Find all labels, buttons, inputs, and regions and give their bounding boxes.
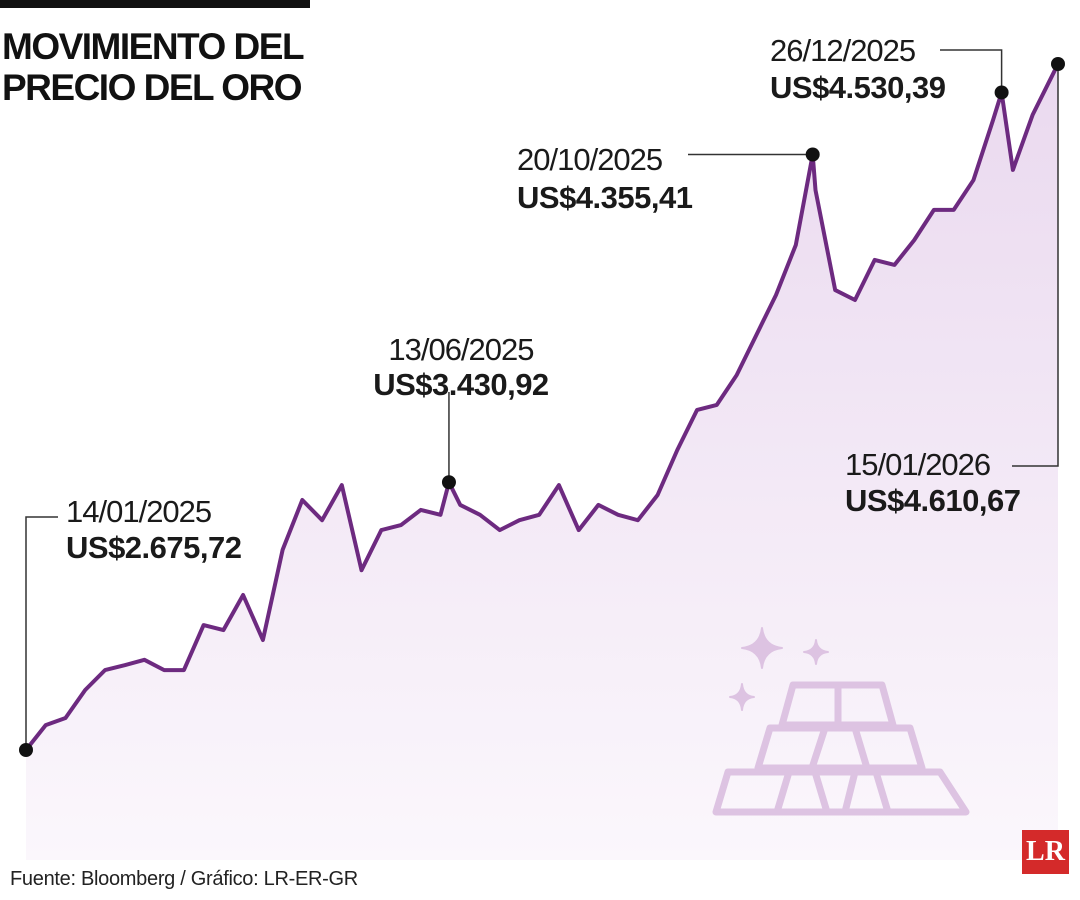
annotation-value: US$3.430,92	[373, 367, 548, 402]
annotation-dot	[1051, 57, 1065, 71]
top-bar	[0, 0, 310, 8]
annotation-value: US$4.610,67	[845, 483, 1020, 518]
annotation-dot	[994, 85, 1009, 100]
annotation-value: US$2.675,72	[66, 530, 241, 565]
gold-bars-icon	[712, 627, 970, 816]
price-line	[24, 63, 1060, 752]
source-note: Fuente: Bloomberg / Gráfico: LR-ER-GR	[10, 868, 358, 890]
annotation-dot	[805, 147, 820, 162]
leader-line	[25, 516, 58, 750]
annotation-date: 26/12/2025	[770, 33, 915, 68]
annotation-date: 13/06/2025	[388, 332, 533, 367]
leader-line	[1012, 64, 1059, 467]
annotation-date: 20/10/2025	[517, 142, 662, 177]
area	[26, 64, 1058, 860]
annotation-value: US$4.530,39	[770, 70, 946, 105]
logo: LR	[1022, 830, 1069, 874]
leader-line	[940, 49, 1003, 93]
annotation-value: US$4.355,41	[517, 180, 693, 215]
annotation-dot	[441, 475, 456, 490]
annotation-date: 14/01/2025	[66, 494, 211, 529]
annotation-date: 15/01/2026	[845, 447, 990, 482]
chart-title: MOVIMIENTO DEL PRECIO DEL ORO	[2, 26, 304, 108]
annotation-dot	[19, 743, 33, 757]
